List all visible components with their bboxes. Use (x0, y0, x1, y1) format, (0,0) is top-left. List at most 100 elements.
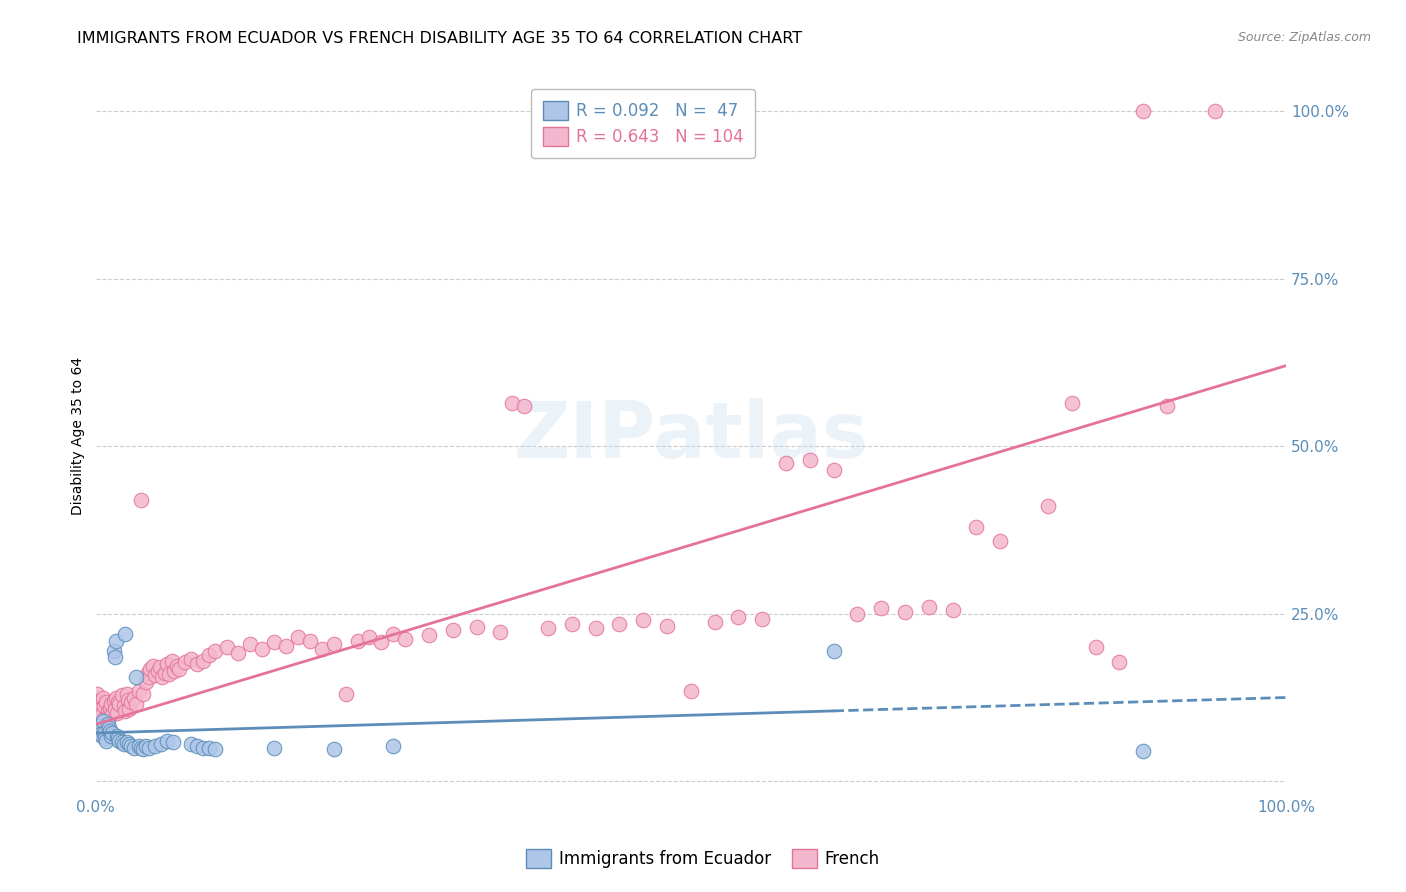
Point (118, 738, 141, 752)
Point (346, 633, 368, 648)
Point (96, 734, 118, 748)
Point (489, 625, 512, 640)
Point (86, 687, 108, 701)
Point (136, 665, 159, 680)
Text: ZIPatlas: ZIPatlas (513, 398, 869, 474)
Point (942, 603, 965, 617)
Point (186, 657, 208, 671)
Point (537, 622, 560, 636)
Point (94, 731, 117, 745)
Point (98, 724, 121, 739)
Point (156, 734, 179, 748)
Point (239, 637, 262, 651)
Point (128, 739, 150, 754)
Point (263, 635, 285, 649)
Point (988, 534, 1011, 549)
Point (86, 724, 108, 739)
Point (104, 633, 127, 648)
Point (918, 599, 941, 614)
Point (609, 616, 631, 631)
Point (322, 637, 344, 651)
Point (87, 722, 110, 736)
Point (263, 740, 285, 755)
Point (204, 742, 226, 756)
Point (162, 735, 184, 749)
Point (111, 689, 134, 703)
Point (1132, 744, 1154, 758)
Point (727, 610, 749, 624)
Point (91, 690, 114, 705)
Point (129, 740, 152, 755)
Point (799, 452, 821, 467)
Point (97, 708, 120, 723)
Point (89, 719, 111, 733)
Point (167, 662, 190, 676)
Point (274, 639, 297, 653)
Point (105, 729, 128, 743)
Text: IMMIGRANTS FROM ECUADOR VS FRENCH DISABILITY AGE 35 TO 64 CORRELATION CHART: IMMIGRANTS FROM ECUADOR VS FRENCH DISABI… (77, 31, 803, 46)
Legend: Immigrants from Ecuador, French: Immigrants from Ecuador, French (519, 842, 887, 875)
Point (775, 456, 797, 470)
Point (159, 667, 181, 681)
Point (966, 519, 988, 533)
Point (139, 662, 162, 676)
Point (112, 699, 135, 714)
Point (90, 707, 112, 722)
Point (382, 739, 405, 754)
Point (129, 492, 152, 507)
Legend: R = 0.092   N =  47, R = 0.643   N = 104: R = 0.092 N = 47, R = 0.643 N = 104 (531, 89, 755, 158)
Point (98, 700, 121, 714)
Point (104, 650, 127, 665)
Point (894, 606, 917, 620)
Point (103, 643, 125, 657)
Point (679, 683, 702, 698)
Point (631, 614, 654, 628)
Point (122, 740, 145, 755)
Point (215, 640, 238, 655)
Point (93, 726, 115, 740)
Point (107, 695, 129, 709)
Point (561, 616, 583, 631)
Point (655, 619, 678, 633)
Point (90, 729, 112, 743)
Point (108, 734, 131, 748)
Point (441, 624, 464, 638)
Point (138, 670, 160, 684)
Point (101, 707, 124, 722)
Point (115, 735, 138, 749)
Point (163, 664, 186, 678)
Point (846, 607, 869, 621)
Point (87, 694, 110, 708)
Point (118, 702, 141, 716)
Point (751, 612, 773, 626)
Point (1060, 395, 1083, 409)
Point (125, 670, 148, 684)
Point (703, 615, 725, 629)
Point (298, 633, 321, 648)
Point (138, 740, 160, 755)
Point (89, 697, 111, 711)
Point (186, 739, 208, 754)
Point (180, 652, 202, 666)
Point (1108, 655, 1130, 669)
Point (370, 635, 392, 649)
Point (150, 738, 173, 752)
Point (132, 742, 155, 756)
Point (143, 739, 166, 754)
Point (180, 738, 202, 752)
Point (823, 643, 845, 657)
Point (335, 687, 357, 701)
Point (1084, 640, 1107, 655)
Point (1204, 103, 1226, 118)
Point (359, 630, 381, 644)
Point (252, 641, 274, 656)
Point (93, 699, 115, 714)
Point (112, 738, 135, 752)
Point (191, 740, 214, 755)
Point (103, 694, 125, 708)
Point (191, 654, 214, 668)
Point (153, 665, 176, 680)
Point (501, 395, 523, 409)
Point (104, 690, 127, 705)
Point (132, 687, 155, 701)
